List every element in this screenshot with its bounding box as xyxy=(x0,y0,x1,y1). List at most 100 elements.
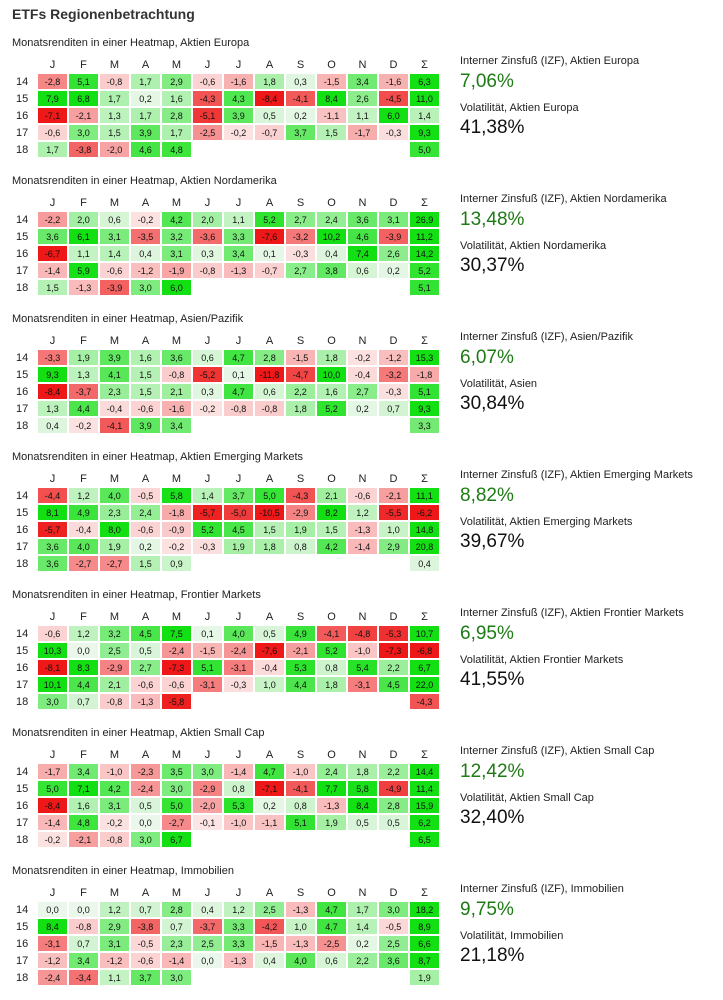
heatmap-cell: 0,7 xyxy=(69,694,98,709)
heatmap-cell: -1,4 xyxy=(224,764,253,779)
heatmap-cell: 6,0 xyxy=(162,280,191,295)
heatmap-cell: -2,4 xyxy=(162,643,191,658)
year-total-cell: 5,1 xyxy=(410,384,439,399)
year-total-cell: 15,3 xyxy=(410,350,439,365)
month-header: D xyxy=(389,59,398,71)
month-header: N xyxy=(358,197,367,209)
heatmap-cell xyxy=(255,418,284,433)
heatmap-cell: -0,8 xyxy=(162,367,191,382)
metrics-panel: Interner Zinsfuß (IZF), Asien/Pazifik 6,0… xyxy=(460,331,633,415)
year-total-cell: -1,8 xyxy=(410,367,439,382)
heatmap-cell: -0,4 xyxy=(255,660,284,675)
heatmap-cell: -0,6 xyxy=(100,263,129,278)
volatility-value: 21,18% xyxy=(460,945,525,966)
month-header: F xyxy=(80,335,87,347)
heatmap-cell xyxy=(286,418,315,433)
heatmap-cell: -7,3 xyxy=(379,643,408,658)
month-header: J xyxy=(204,197,211,209)
heatmap-cell xyxy=(379,280,408,295)
heatmap-cell: -0,8 xyxy=(224,401,253,416)
month-header: J xyxy=(235,59,242,71)
heatmap-cell xyxy=(193,832,222,847)
heatmap-cell: 2,2 xyxy=(379,764,408,779)
year-label: 18 xyxy=(16,281,29,294)
heatmap-cell: -1,6 xyxy=(379,74,408,89)
heatmap-cell: -0,8 xyxy=(100,832,129,847)
year-total-cell: 9,3 xyxy=(410,125,439,140)
heatmap-cell: -8,4 xyxy=(255,91,284,106)
heatmap-cell xyxy=(193,280,222,295)
heatmap-cell: 3,4 xyxy=(69,764,98,779)
year-total-cell: 14,2 xyxy=(410,246,439,261)
heatmap-cell: 1,1 xyxy=(224,212,253,227)
year-total-cell: 8,9 xyxy=(410,919,439,934)
year-total-cell: 10,7 xyxy=(410,626,439,641)
heatmap-cell: 3,3 xyxy=(224,936,253,951)
heatmap-cell: 5,0 xyxy=(162,798,191,813)
year-total-cell: 8,7 xyxy=(410,953,439,968)
heatmap-cell: -3,1 xyxy=(193,677,222,692)
table-row: 18 -2,4 -3,4 1,1 3,7 3,0 1,9 xyxy=(14,970,439,985)
month-header: O xyxy=(327,59,336,71)
month-header: N xyxy=(358,59,367,71)
heatmap-cell: 5,1 xyxy=(286,815,315,830)
heatmap-cell: -1,3 xyxy=(317,798,346,813)
heatmap-cell: 1,6 xyxy=(69,798,98,813)
heatmap-cell: 3,0 xyxy=(162,970,191,985)
heatmap-cell: -3,3 xyxy=(38,350,67,365)
heatmap-cell: 1,5 xyxy=(131,556,160,571)
heatmap-cell: -4,1 xyxy=(286,781,315,796)
heatmap-cell: 0,5 xyxy=(131,798,160,813)
section-title: Monatsrenditen in einer Heatmap, Immobil… xyxy=(12,865,234,877)
heatmap-cell: 1,1 xyxy=(69,246,98,261)
heatmap-cell: 4,4 xyxy=(69,677,98,692)
heatmap-cell: 0,5 xyxy=(348,815,377,830)
heatmap-cell: -0,2 xyxy=(193,401,222,416)
heatmap-cell: -0,6 xyxy=(131,953,160,968)
table-row: 18 1,7 -3,8 -2,0 4,6 4,8 5,0 xyxy=(14,142,439,157)
heatmap-cell: 0,2 xyxy=(348,936,377,951)
month-header: J xyxy=(49,473,56,485)
heatmap-cell: 1,3 xyxy=(69,367,98,382)
heatmap-cell: -1,0 xyxy=(286,764,315,779)
heatmap-cell: 0,4 xyxy=(38,418,67,433)
month-header: A xyxy=(141,611,150,623)
heatmap-cell: -1,3 xyxy=(69,280,98,295)
heatmap-cell: -2,4 xyxy=(131,781,160,796)
heatmap-cell: -5,7 xyxy=(193,505,222,520)
heatmap-cell: 8,2 xyxy=(317,505,346,520)
heatmap-cell: -1,7 xyxy=(38,764,67,779)
heatmap-cell xyxy=(348,418,377,433)
heatmap-cell: -0,2 xyxy=(131,212,160,227)
heatmap-cell: -4,3 xyxy=(193,91,222,106)
year-label: 14 xyxy=(16,75,29,88)
heatmap-cell: -5,2 xyxy=(193,367,222,382)
heatmap-cell: 3,1 xyxy=(379,212,408,227)
heatmap-cell xyxy=(224,418,253,433)
heatmap-cell: 10,0 xyxy=(317,367,346,382)
heatmap-cell: 1,5 xyxy=(38,280,67,295)
heatmap-cell: 1,5 xyxy=(255,522,284,537)
heatmap-cell: 0,2 xyxy=(348,401,377,416)
heatmap-cell: 4,2 xyxy=(317,539,346,554)
heatmap-cell: 0,5 xyxy=(379,815,408,830)
heatmap-cell: 4,5 xyxy=(131,626,160,641)
heatmap-cell: 0,1 xyxy=(224,367,253,382)
heatmap-cell xyxy=(255,694,284,709)
heatmap-cell: 4,0 xyxy=(224,626,253,641)
heatmap-cell: -1,3 xyxy=(224,953,253,968)
heatmap-cell: -2,1 xyxy=(69,108,98,123)
heatmap-cell: 0,0 xyxy=(69,643,98,658)
heatmap-cell: 0,5 xyxy=(255,108,284,123)
heatmap-cell: -1,0 xyxy=(100,764,129,779)
heatmap-cell xyxy=(286,280,315,295)
heatmap-section: Monatsrenditen in einer Heatmap, Aktien … xyxy=(0,451,723,586)
year-label: 17 xyxy=(16,816,29,829)
heatmap-cell: 5,0 xyxy=(38,781,67,796)
heatmap-cell: -2,8 xyxy=(38,74,67,89)
heatmap-cell: 0,6 xyxy=(317,953,346,968)
year-label: 14 xyxy=(16,351,29,364)
heatmap-cell: -5,5 xyxy=(379,505,408,520)
heatmap-cell: 1,7 xyxy=(38,142,67,157)
